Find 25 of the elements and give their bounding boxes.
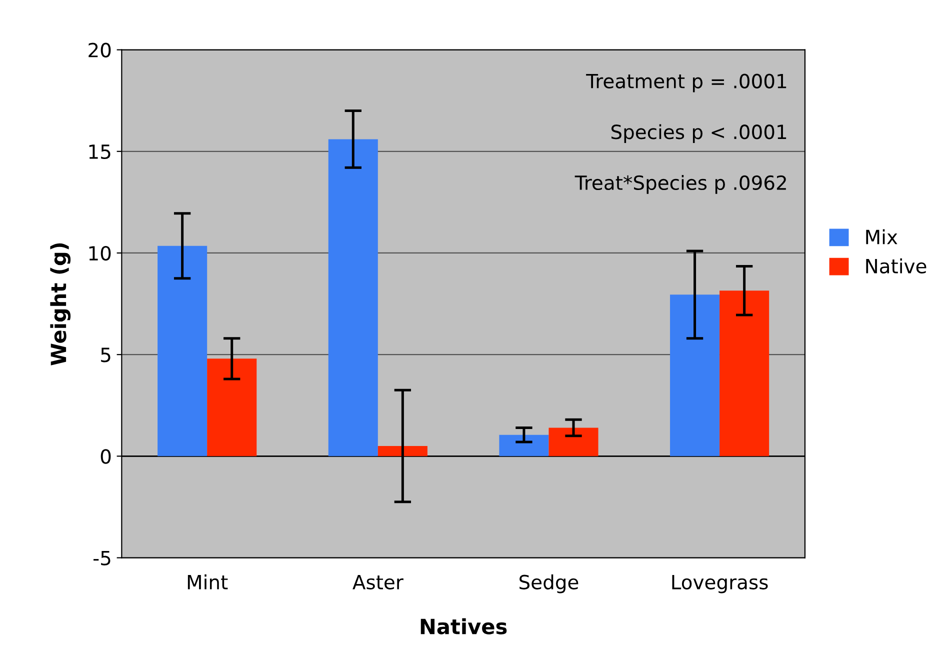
annotation: Species p < .0001 [611, 124, 786, 144]
x-axis-title: Natives [420, 618, 507, 634]
y-tick-label: 0 [100, 449, 111, 464]
annotation: Treatment p = .0001 [586, 74, 786, 92]
bar [670, 294, 720, 456]
annotation: Treat*Species p .0962 [574, 175, 786, 194]
y-tick-label: 10 [89, 246, 111, 261]
y-axis-title: Weight (g) [50, 243, 71, 366]
bar [328, 139, 378, 456]
x-tick-label: Aster [352, 575, 404, 590]
x-tick-label: Mint [188, 574, 228, 590]
y-tick-label: 5 [101, 348, 110, 362]
y-tick-label: -5 [94, 550, 110, 566]
bar [499, 434, 549, 456]
bar [548, 428, 598, 456]
bar [207, 358, 257, 456]
y-tick-label: 15 [89, 144, 110, 160]
bar [720, 290, 770, 456]
bar [158, 246, 208, 456]
legend-label: Native [866, 258, 926, 274]
x-tick-label: Lovegrass [672, 575, 768, 594]
bar [378, 446, 428, 456]
legend-label: Mix [866, 229, 898, 244]
y-tick-label: 20 [88, 42, 111, 58]
x-tick-label: Sedge [520, 574, 578, 594]
